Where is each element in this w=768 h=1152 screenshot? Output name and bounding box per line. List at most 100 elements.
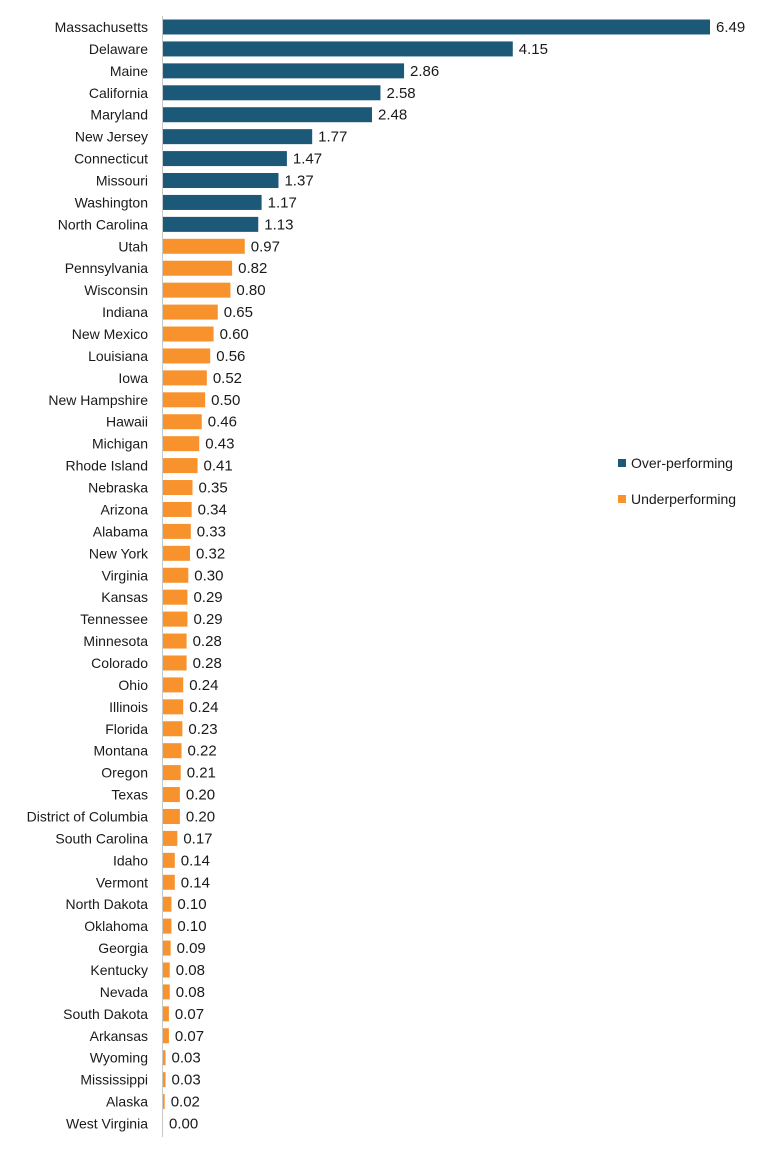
category-label-washington: Washington — [75, 194, 148, 210]
category-label-montana: Montana — [94, 743, 149, 759]
category-label-utah: Utah — [118, 238, 148, 254]
value-label-west-virginia: 0.00 — [169, 1116, 198, 1133]
value-label-virginia: 0.30 — [194, 567, 223, 584]
category-label-nevada: Nevada — [100, 984, 148, 1000]
category-label-wyoming: Wyoming — [90, 1050, 148, 1066]
value-label-louisiana: 0.56 — [216, 348, 245, 365]
value-label-north-carolina: 1.13 — [264, 216, 293, 233]
category-label-district-of-columbia: District of Columbia — [27, 808, 149, 824]
category-label-florida: Florida — [105, 721, 148, 737]
category-label-minnesota: Minnesota — [83, 633, 148, 649]
bar-louisiana — [163, 348, 211, 364]
bar-ohio — [163, 677, 184, 693]
bar-south-dakota — [163, 1006, 169, 1022]
category-label-oregon: Oregon — [101, 765, 148, 781]
category-label-new-hampshire: New Hampshire — [48, 392, 148, 408]
value-label-utah: 0.97 — [251, 238, 280, 255]
bar-colorado — [163, 655, 187, 671]
bar-alaska — [163, 1094, 165, 1110]
category-label-delaware: Delaware — [89, 41, 148, 57]
category-label-new-mexico: New Mexico — [72, 326, 148, 342]
bar-utah — [163, 238, 245, 254]
value-label-arkansas: 0.07 — [175, 1028, 204, 1045]
category-label-iowa: Iowa — [118, 370, 148, 386]
category-label-mississippi: Mississippi — [80, 1072, 148, 1088]
bar-florida — [163, 721, 183, 737]
value-label-pennsylvania: 0.82 — [238, 260, 267, 277]
category-label-ohio: Ohio — [118, 677, 148, 693]
value-label-new-hampshire: 0.50 — [211, 392, 240, 409]
bar-tennessee — [163, 611, 188, 627]
bar-texas — [163, 787, 180, 803]
value-label-missouri: 1.37 — [284, 173, 313, 190]
bar-alabama — [163, 523, 191, 539]
value-label-montana: 0.22 — [188, 743, 217, 760]
value-label-district-of-columbia: 0.20 — [186, 808, 215, 825]
value-labels: 6.49 4.15 2.86 2.58 2.48 1.77 1.47 1.37 1.17 1.13… — [169, 19, 745, 1133]
value-label-maryland: 2.48 — [378, 107, 407, 124]
bar-new-mexico — [163, 326, 214, 342]
category-label-illinois: Illinois — [109, 699, 148, 715]
category-label-massachusetts: Massachusetts — [55, 19, 148, 35]
category-label-nebraska: Nebraska — [88, 480, 148, 496]
value-label-wisconsin: 0.80 — [236, 282, 265, 299]
category-label-missouri: Missouri — [96, 173, 148, 189]
bar-illinois — [163, 699, 184, 715]
category-label-north-carolina: North Carolina — [58, 216, 148, 232]
category-label-arkansas: Arkansas — [90, 1028, 148, 1044]
value-label-washington: 1.17 — [268, 194, 297, 211]
category-label-alaska: Alaska — [106, 1094, 148, 1110]
value-label-tennessee: 0.29 — [193, 611, 222, 628]
bar-montana — [163, 743, 182, 759]
value-label-michigan: 0.43 — [205, 436, 234, 453]
value-label-idaho: 0.14 — [181, 852, 210, 869]
value-label-alabama: 0.33 — [197, 523, 226, 540]
value-label-illinois: 0.24 — [189, 699, 218, 716]
category-label-colorado: Colorado — [91, 655, 148, 671]
bar-north-dakota — [163, 896, 172, 912]
category-label-rhode-island: Rhode Island — [65, 458, 148, 474]
category-label-maryland: Maryland — [90, 107, 148, 123]
bar-michigan — [163, 436, 200, 452]
category-label-texas: Texas — [111, 787, 148, 803]
bar-new-hampshire — [163, 392, 206, 408]
legend-label-over-performing: Over-performing — [631, 455, 733, 471]
legend-label-underperforming: Underperforming — [631, 491, 736, 507]
bar-massachusetts — [163, 19, 710, 35]
category-label-hawaii: Hawaii — [106, 414, 148, 430]
category-label-kentucky: Kentucky — [90, 962, 148, 978]
category-label-connecticut: Connecticut — [74, 151, 148, 167]
value-label-arizona: 0.34 — [198, 501, 227, 518]
value-label-oregon: 0.21 — [187, 765, 216, 782]
category-label-indiana: Indiana — [102, 304, 148, 320]
category-label-wisconsin: Wisconsin — [84, 282, 148, 298]
bar-missouri — [163, 173, 279, 189]
bar-north-carolina — [163, 216, 259, 232]
bar-rhode-island — [163, 458, 198, 474]
value-label-new-york: 0.32 — [196, 545, 225, 562]
category-label-north-dakota: North Dakota — [66, 896, 149, 912]
value-label-new-jersey: 1.77 — [318, 129, 347, 146]
bar-oregon — [163, 765, 181, 781]
value-label-delaware: 4.15 — [519, 41, 548, 58]
category-label-oklahoma: Oklahoma — [84, 918, 148, 934]
bar-indiana — [163, 304, 218, 320]
value-label-nevada: 0.08 — [176, 984, 205, 1001]
category-label-michigan: Michigan — [92, 436, 148, 452]
value-label-south-carolina: 0.17 — [183, 830, 212, 847]
bar-new-jersey — [163, 129, 313, 145]
value-label-new-mexico: 0.60 — [220, 326, 249, 343]
bar-vermont — [163, 874, 175, 890]
category-label-maine: Maine — [110, 63, 148, 79]
bar-connecticut — [163, 151, 287, 167]
category-label-georgia: Georgia — [98, 940, 148, 956]
bar-maine — [163, 63, 405, 79]
bar-nevada — [163, 984, 170, 1000]
bar-hawaii — [163, 414, 202, 430]
legend-swatch-over-performing — [618, 459, 626, 467]
value-label-colorado: 0.28 — [193, 655, 222, 672]
value-label-mississippi: 0.03 — [172, 1072, 201, 1089]
bar-mississippi — [163, 1072, 166, 1088]
legend-swatch-underperforming — [618, 495, 626, 503]
